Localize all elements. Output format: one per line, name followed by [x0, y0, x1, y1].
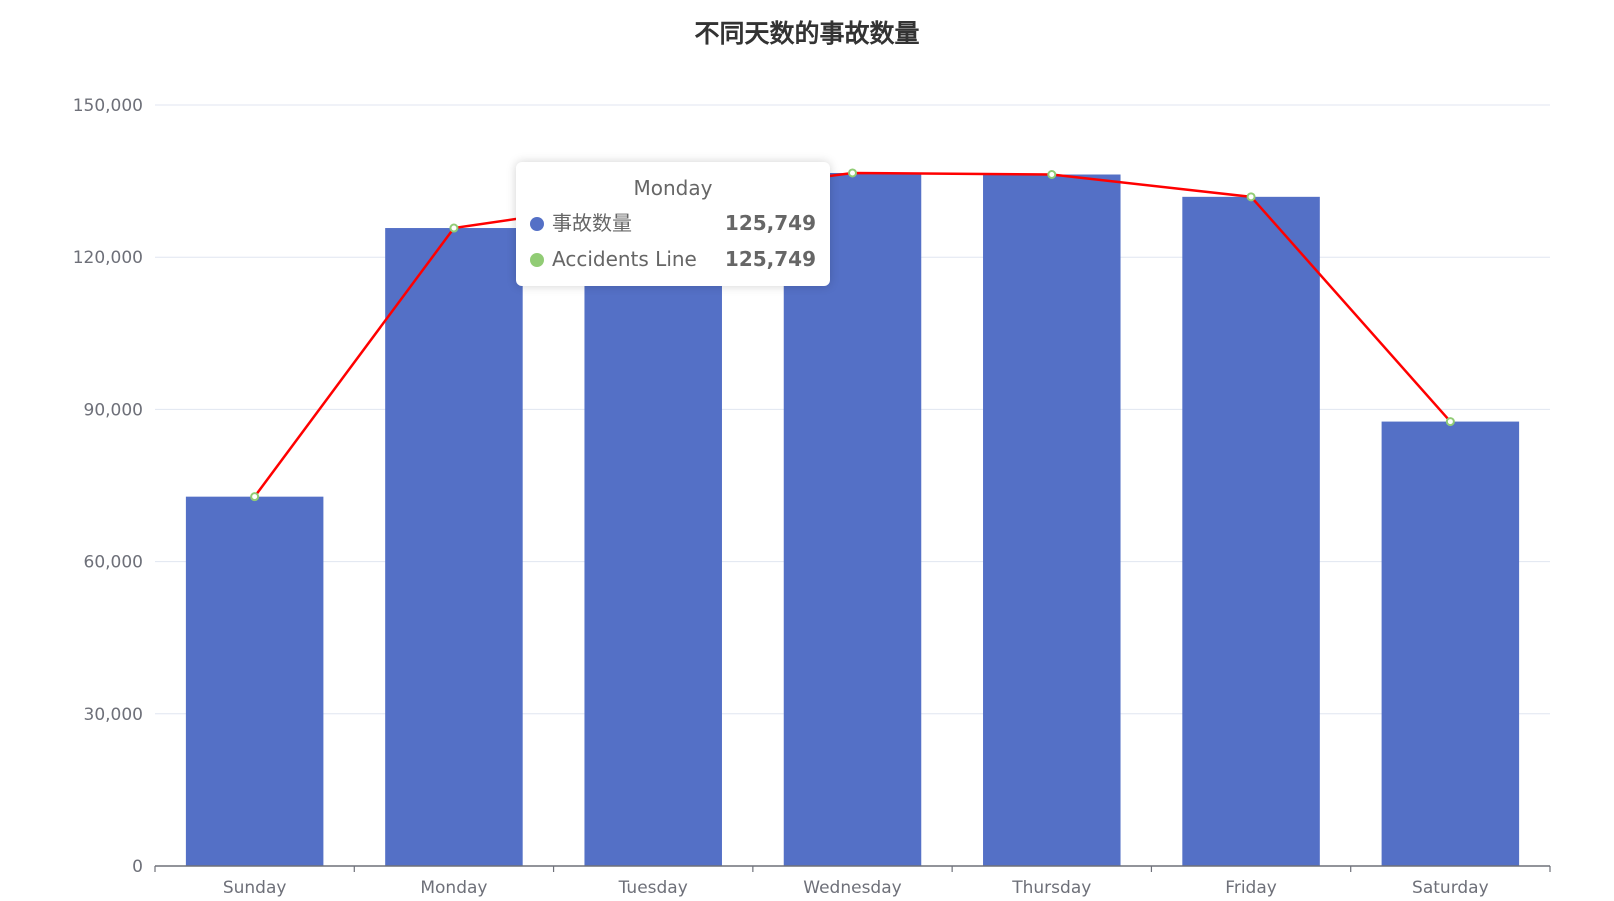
tooltip-row-bar: 事故数量 125,749	[530, 210, 816, 236]
line-point	[1246, 192, 1256, 202]
line-point	[250, 492, 260, 502]
line-point	[449, 223, 459, 233]
bar	[385, 228, 523, 867]
line-point	[848, 168, 857, 178]
y-tick-label: 120,000	[73, 248, 143, 268]
y-tick-label: 60,000	[84, 553, 143, 573]
y-tick-label: 150,000	[73, 96, 143, 116]
x-tick-label: Friday	[1225, 878, 1277, 898]
tooltip-row-line: Accidents Line 125,749	[530, 246, 816, 272]
x-axis	[154, 865, 1551, 872]
bar	[1182, 196, 1320, 866]
bar	[983, 174, 1121, 867]
x-axis-tick-labels: Sunday Monday Tuesday Wednesday Thursday Frid…	[223, 878, 1489, 898]
chart-title: 不同天数的事故数量	[694, 19, 920, 48]
y-tick-label: 0	[132, 857, 143, 877]
y-tick-label: 90,000	[84, 400, 143, 420]
x-tick-label: Tuesday	[618, 878, 688, 898]
tooltip-series-name: Accidents Line	[552, 247, 697, 271]
y-axis-tick-labels: 0 30,000 60,000 90,000 120,000 150,000	[73, 96, 143, 877]
bar	[185, 496, 324, 866]
bar	[1381, 421, 1520, 866]
line-point	[1047, 170, 1057, 180]
x-tick-label: Monday	[420, 878, 487, 898]
tooltip-series-name: 事故数量	[552, 211, 632, 235]
x-tick-label: Thursday	[1011, 878, 1091, 898]
tooltip-series-value: 125,749	[724, 247, 816, 271]
x-tick-label: Saturday	[1412, 878, 1489, 898]
series-color-dot-icon	[530, 217, 544, 231]
tooltip-series-value: 125,749	[724, 211, 816, 235]
y-tick-label: 30,000	[84, 705, 143, 725]
line-point	[1445, 417, 1455, 427]
bar	[584, 198, 722, 866]
bar-series	[185, 172, 1520, 867]
tooltip-title: Monday	[633, 176, 713, 200]
tooltip: Monday 事故数量 125,749 Accidents Line 125,7…	[516, 162, 830, 286]
bar	[783, 172, 922, 866]
x-tick-label: Sunday	[223, 878, 287, 898]
x-tick-label: Wednesday	[803, 878, 901, 898]
series-color-dot-icon	[530, 253, 544, 267]
